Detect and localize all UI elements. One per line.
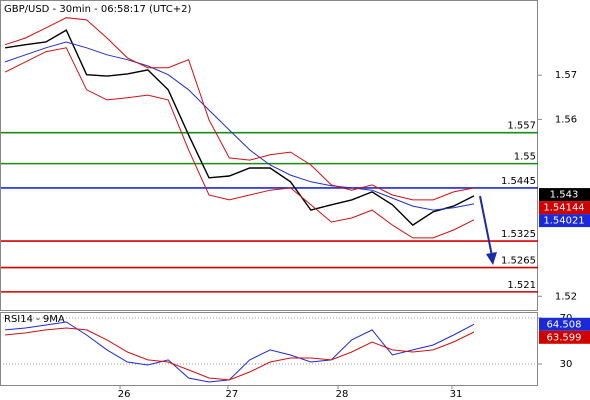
forecast-arrow: [479, 195, 493, 257]
price-label: 64.508: [547, 319, 582, 330]
series-line: [4, 41, 475, 211]
x-tick-label: 31: [450, 389, 463, 400]
forecast-arrow-head: [486, 252, 497, 265]
price-label: 63.599: [547, 332, 582, 343]
level-label: 1.557: [507, 121, 536, 132]
series-line: [4, 47, 475, 239]
y-tick-label: 30: [560, 359, 573, 370]
price-label-box: [539, 317, 590, 331]
series-line: [4, 29, 475, 226]
price-label: 1.54021: [543, 216, 584, 227]
series-line: [4, 17, 475, 201]
x-tick-label: 28: [336, 389, 349, 400]
level-label: 1.521: [507, 280, 536, 291]
level-label: 1.55: [514, 152, 536, 163]
price-label-box: [539, 188, 590, 202]
rsi-title: RSI14 - 9MA: [4, 314, 65, 325]
series-line: [5, 321, 475, 383]
price-label-box: [539, 330, 590, 344]
level-label: 1.5325: [501, 229, 536, 240]
y-tick-label: 1.52: [555, 291, 577, 302]
price-label-box: [539, 201, 590, 215]
chart-title: GBP/USD - 30min - 06:58:17 (UTC+2): [4, 4, 191, 15]
level-label: 1.5445: [501, 176, 536, 187]
x-tick-label: 26: [118, 389, 131, 400]
price-label: 1.54144: [543, 203, 584, 214]
price-label: 1.543: [550, 190, 579, 201]
title-bg: [2, 2, 188, 16]
y-tick-label: 1.56: [555, 114, 577, 125]
y-tick-label: 1.57: [555, 70, 577, 81]
rsi-panel: [0, 312, 538, 386]
series-line: [5, 327, 475, 381]
price-label-box: [539, 214, 590, 228]
x-tick-label: 27: [226, 389, 239, 400]
level-label: 1.5265: [501, 256, 536, 267]
